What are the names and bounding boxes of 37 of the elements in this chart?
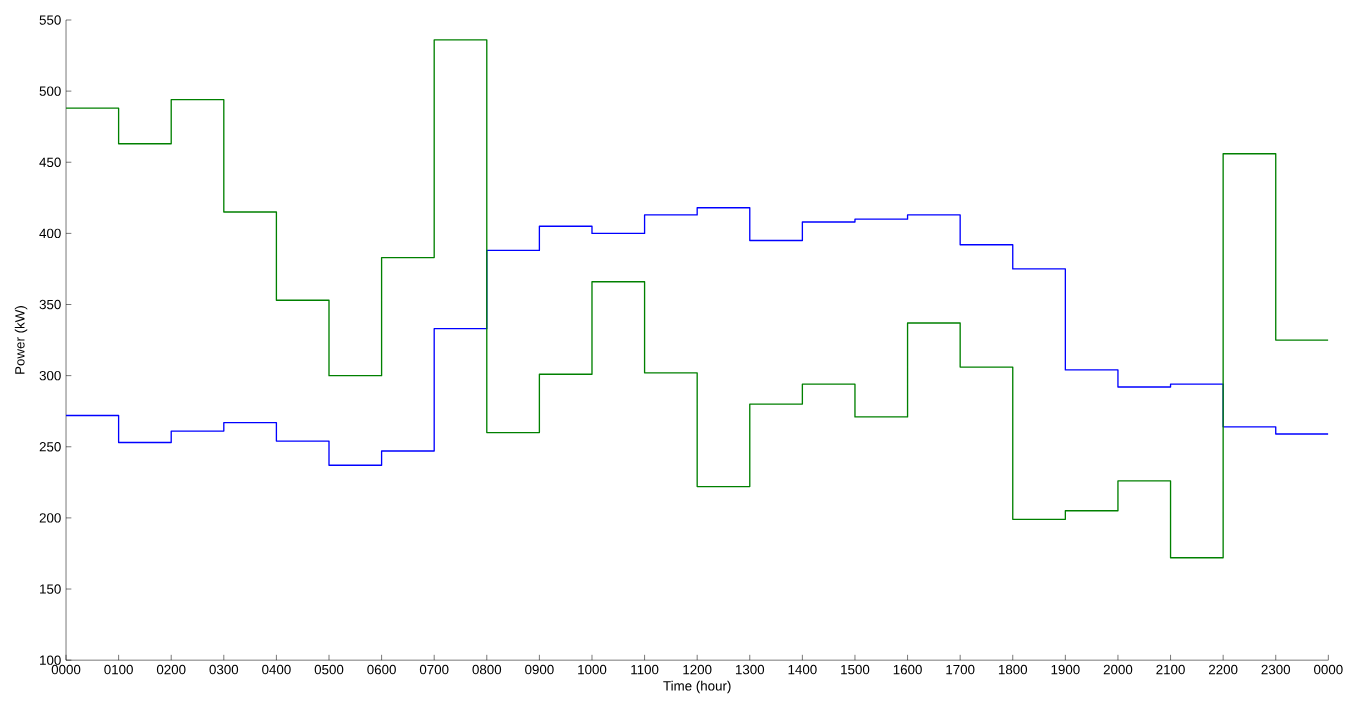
x-tick-label: 0800 xyxy=(472,664,502,675)
x-tick-label: 0000 xyxy=(51,664,81,675)
x-tick-label: 0100 xyxy=(104,664,133,675)
x-tick-label: 2300 xyxy=(1261,664,1291,675)
x-tick-label: 0500 xyxy=(314,664,344,675)
y-tick-label: 500 xyxy=(39,86,61,96)
x-tick-label: 1600 xyxy=(893,664,922,675)
x-tick-label: 1800 xyxy=(998,664,1028,675)
x-tick-label: 2000 xyxy=(1103,664,1133,675)
x-tick-label: 0000 xyxy=(1314,664,1343,675)
y-tick-label: 550 xyxy=(39,15,61,25)
y-tick-label: 400 xyxy=(39,228,61,239)
y-tick-label: 200 xyxy=(39,513,61,523)
y-tick-label: 250 xyxy=(39,441,61,452)
x-tick-label: 1900 xyxy=(1051,664,1080,675)
x-tick-label: 0700 xyxy=(419,664,449,675)
y-axis-title: Power (kW) xyxy=(14,306,28,374)
x-tick-label: 0900 xyxy=(525,664,554,675)
y-tick-label: 450 xyxy=(39,157,61,167)
y-tick-label: 150 xyxy=(40,584,61,594)
x-tick-label: 0300 xyxy=(209,664,239,675)
x-tick-label: 0200 xyxy=(156,664,186,675)
x-tick-label: 1300 xyxy=(735,664,765,675)
x-tick-label: 1700 xyxy=(946,664,975,675)
x-axis-title: Time (hour) xyxy=(663,680,731,694)
x-tick-label: 0600 xyxy=(367,664,396,675)
x-tick-label: 1500 xyxy=(841,664,870,675)
y-tick-label: 100 xyxy=(40,655,61,665)
x-tick-label: 1400 xyxy=(788,664,817,675)
x-tick-label: 1000 xyxy=(578,664,607,675)
x-tick-label: 0400 xyxy=(262,664,291,675)
x-tick-label: 2200 xyxy=(1208,664,1238,675)
x-tick-label: 2100 xyxy=(1156,664,1185,675)
x-tick-label: 1100 xyxy=(631,664,659,675)
x-tick-label: 1200 xyxy=(683,664,712,675)
y-tick-label: 350 xyxy=(39,299,61,310)
y-tick-label: 300 xyxy=(39,370,61,381)
